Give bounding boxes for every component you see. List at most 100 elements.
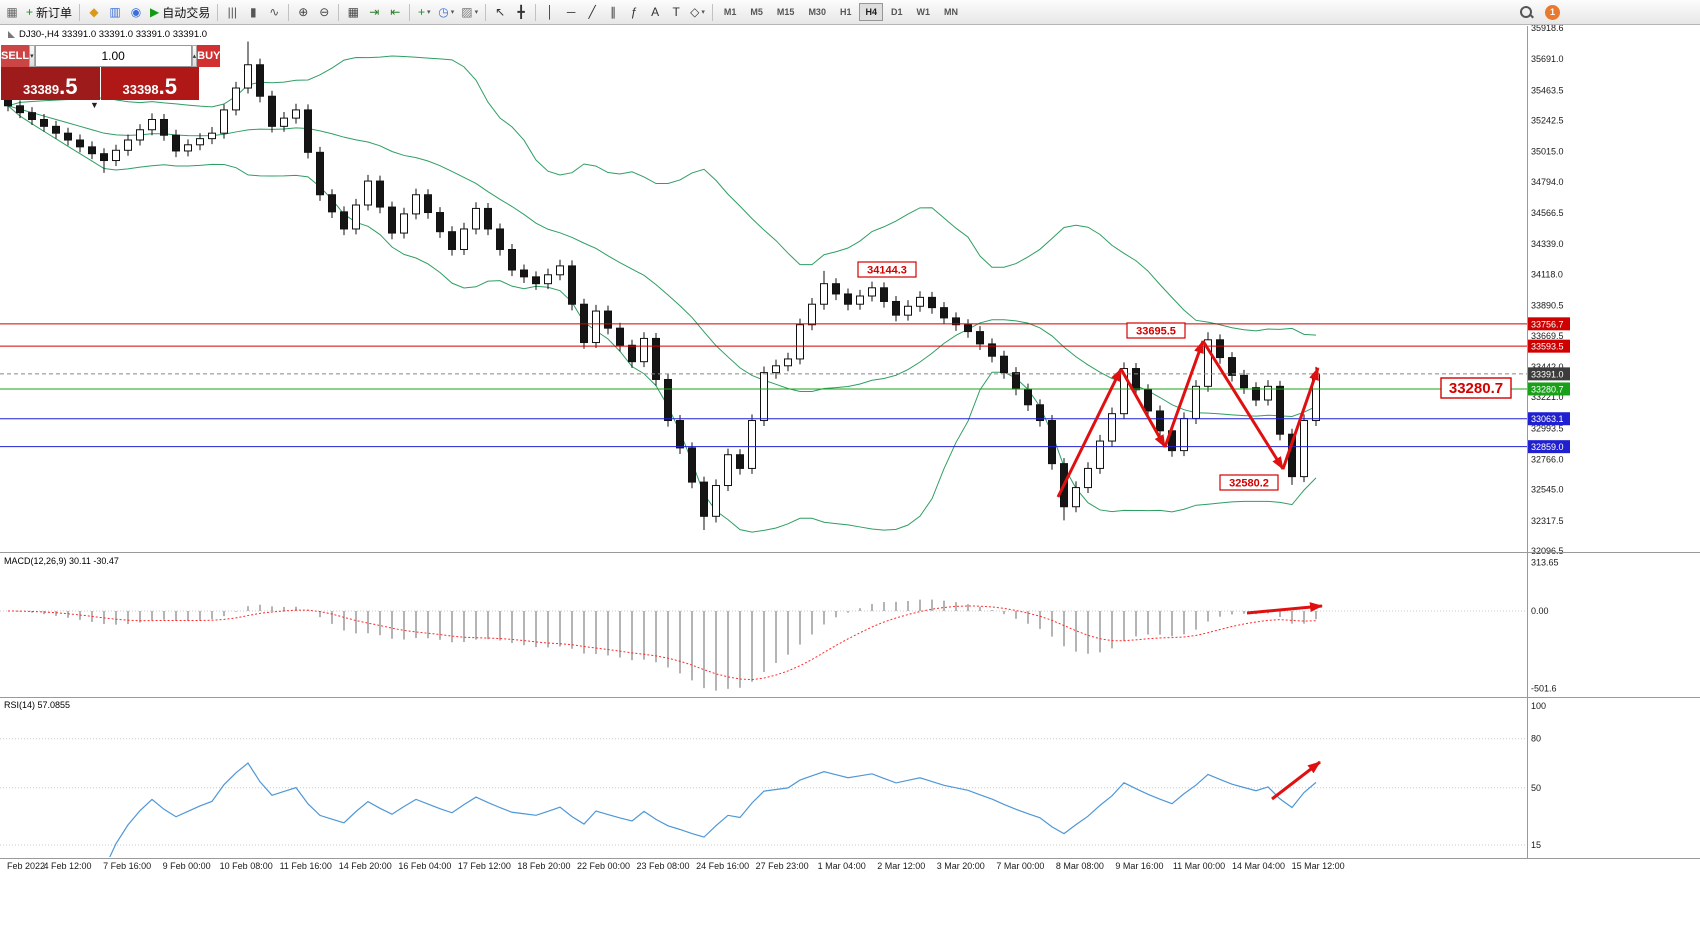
- trendline-tool-button[interactable]: ╱: [582, 2, 602, 23]
- auto-scroll-icon: ⇥: [369, 5, 380, 19]
- price-callouts[interactable]: 34144.3 33695.5 32580.2: [857, 261, 1279, 491]
- svg-text:8 Mar 08:00: 8 Mar 08:00: [1056, 861, 1104, 871]
- new-order-button[interactable]: + 新订单: [23, 2, 75, 23]
- price-axis[interactable]: 35918.6 35691.0 35463.5 35242.5 35015.0 34794…: [1531, 23, 1564, 556]
- chevron-down-icon: ▾: [427, 9, 431, 16]
- timeframe-m5-button[interactable]: M5: [750, 7, 763, 17]
- text-label-tool-button[interactable]: T: [666, 2, 686, 23]
- chevron-down-icon: ▾: [701, 9, 705, 16]
- add-indicator-button[interactable]: + ▾: [414, 2, 434, 23]
- rsi-arrow[interactable]: [1271, 760, 1321, 801]
- volume-input[interactable]: [34, 45, 192, 67]
- line-chart-mode-button[interactable]: ∿: [264, 2, 284, 23]
- zoom-in-icon: ⊕: [298, 5, 309, 19]
- svg-text:-501.6: -501.6: [1531, 684, 1557, 694]
- toolbar-separator: [711, 3, 713, 21]
- macd-arrow[interactable]: [1246, 602, 1323, 615]
- price-tag: 33593.5: [1528, 339, 1570, 353]
- bollinger-bands: [7, 55, 1317, 533]
- chart-shift-button[interactable]: ⇤: [385, 2, 405, 23]
- timeframe-m15-button[interactable]: M15: [776, 7, 795, 17]
- timeframe-m30-button[interactable]: M30: [808, 7, 826, 17]
- shapes-tool-button[interactable]: ◇ ▾: [687, 2, 708, 23]
- text-label-tool-icon: T: [672, 5, 680, 19]
- trend-arrows[interactable]: [1056, 340, 1320, 498]
- text-tool-button[interactable]: A: [645, 2, 665, 23]
- svg-text:34566.5: 34566.5: [1531, 208, 1564, 218]
- one-click-trading-panel: SELL ▾ ▴ BUY 33389.5 33398.5: [1, 45, 221, 100]
- channel-tool-button[interactable]: ∥: [603, 2, 623, 23]
- new-chart-button[interactable]: ▦: [2, 2, 22, 23]
- timeframe-h1-button[interactable]: H1: [839, 7, 852, 17]
- buy-button[interactable]: BUY: [197, 45, 221, 67]
- auto-scroll-button[interactable]: ⇥: [364, 2, 384, 23]
- period-selector-button[interactable]: ◷ ▾: [435, 2, 457, 23]
- navigator-button[interactable]: ◉: [126, 2, 146, 23]
- tile-windows-button[interactable]: ▦: [343, 2, 363, 23]
- vertical-line-tool-button[interactable]: │: [540, 2, 560, 23]
- toolbar-separator: [409, 3, 411, 21]
- svg-text:7 Feb 16:00: 7 Feb 16:00: [103, 861, 151, 871]
- volume-increase-button[interactable]: ▴: [191, 45, 198, 67]
- new-order-label: 新订单: [36, 5, 73, 20]
- svg-text:33593.5: 33593.5: [1531, 342, 1564, 352]
- sell-button[interactable]: SELL: [1, 45, 30, 67]
- chevron-down-icon: ▾: [474, 9, 479, 16]
- svg-text:34794.0: 34794.0: [1531, 177, 1564, 187]
- data-window-button[interactable]: ▥: [105, 2, 125, 23]
- notification-badge[interactable]: 1: [1545, 4, 1560, 20]
- svg-text:35242.5: 35242.5: [1531, 116, 1564, 126]
- level-lines[interactable]: [0, 323, 1527, 448]
- price-tag: 33756.7: [1528, 317, 1570, 331]
- svg-text:14 Mar 04:00: 14 Mar 04:00: [1232, 861, 1285, 871]
- auto-trading-label: 自动交易: [162, 5, 211, 20]
- svg-text:34339.0: 34339.0: [1531, 239, 1564, 249]
- fibonacci-tool-button[interactable]: ƒ: [624, 2, 644, 23]
- timeframe-w1-button[interactable]: W1: [916, 7, 931, 17]
- rsi-panel[interactable]: [0, 738, 1527, 870]
- template-selector-button[interactable]: ▨ ▾: [458, 2, 481, 23]
- horizontal-line-tool-icon: ─: [566, 5, 576, 19]
- vertical-line-tool-icon: │: [546, 5, 554, 19]
- zoom-in-button[interactable]: ⊕: [293, 2, 313, 23]
- template-selector-icon: ▨: [461, 5, 473, 19]
- market-watch-icon: ◆: [89, 5, 99, 19]
- toolbar-buttons: ▦ + 新订单 ◆ ▥ ◉ ▶ 自动交易 ||| ▮ ∿ ⊕ ⊖ ▦ ⇥ ⇤ + ▾ ◷ ▾ ▨ ▾ ↖ ╋ │ ─ ╱ ∥ ƒ A T ◇ ▾…: [0, 2, 964, 23]
- macd-panel[interactable]: [0, 599, 1527, 691]
- svg-text:35015.0: 35015.0: [1531, 147, 1564, 157]
- svg-text:33063.1: 33063.1: [1531, 414, 1564, 424]
- zoom-out-button[interactable]: ⊖: [314, 2, 334, 23]
- search-button[interactable]: [1515, 2, 1537, 23]
- volume-decrease-button[interactable]: ▾: [29, 45, 35, 67]
- timeframe-mn-button[interactable]: MN: [944, 7, 958, 17]
- toolbar: ▦ + 新订单 ◆ ▥ ◉ ▶ 自动交易 ||| ▮ ∿ ⊕ ⊖ ▦ ⇥ ⇤ + ▾ ◷ ▾ ▨ ▾ ↖ ╋ │ ─ ╱ ∥ ƒ A T ◇ ▾…: [0, 0, 1700, 25]
- sell-price-frac: .5: [59, 74, 78, 100]
- timeframe-d1-button[interactable]: D1: [890, 7, 903, 17]
- svg-text:0.00: 0.00: [1531, 606, 1549, 616]
- svg-text:313.65: 313.65: [1531, 558, 1559, 568]
- chart-symbol-icon: [8, 31, 15, 38]
- crosshair-tool-button[interactable]: ╋: [511, 2, 531, 23]
- crosshair-tool-icon: ╋: [517, 5, 525, 19]
- timeframe-h4-button[interactable]: H4: [859, 3, 883, 21]
- cursor-tool-button[interactable]: ↖: [490, 2, 510, 23]
- trade-panel-collapse-icon[interactable]: ▼: [90, 100, 99, 110]
- candlestick-mode-button[interactable]: ▮: [243, 2, 263, 23]
- svg-text:32317.5: 32317.5: [1531, 516, 1564, 526]
- bar-chart-mode-button[interactable]: |||: [222, 2, 242, 23]
- buy-price[interactable]: 33398.5: [100, 67, 199, 100]
- sell-price[interactable]: 33389.5: [1, 67, 100, 100]
- main-chart[interactable]: [4, 41, 1320, 533]
- market-watch-button[interactable]: ◆: [84, 2, 104, 23]
- timeframe-m1-button[interactable]: M1: [723, 7, 737, 17]
- svg-text:35918.6: 35918.6: [1531, 23, 1564, 33]
- text-tool-icon: A: [651, 5, 660, 19]
- horizontal-line-tool-button[interactable]: ─: [561, 2, 581, 23]
- rsi-axis: 100 80 50 15: [1531, 701, 1546, 850]
- auto-trading-button[interactable]: ▶ 自动交易: [147, 2, 213, 23]
- svg-text:11 Feb 16:00: 11 Feb 16:00: [280, 861, 332, 871]
- big-price-label[interactable]: 33280.7: [1440, 377, 1512, 399]
